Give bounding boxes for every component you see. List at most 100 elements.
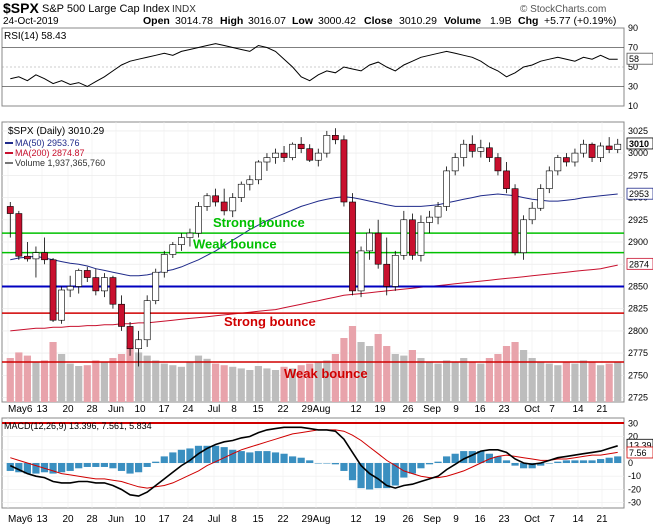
- macd-hist-bar: [537, 463, 545, 466]
- legend-entry: MA(200) 2874.87: [15, 148, 85, 158]
- volume-bar: [468, 362, 476, 402]
- volume-bar: [477, 363, 485, 402]
- macd-hist-bar: [357, 463, 365, 489]
- macd-hist-bar: [562, 460, 570, 463]
- volume-bar: [6, 358, 14, 402]
- macd-tick-label: 0: [628, 458, 633, 468]
- macd-hist-bar: [579, 460, 588, 463]
- candle-body: [195, 206, 202, 234]
- volume-bar: [545, 363, 553, 402]
- low-value: 3000.42: [318, 15, 356, 27]
- candle-body: [503, 170, 510, 189]
- macd-hist-bar: [109, 463, 117, 469]
- price-tag-label: 2953: [629, 189, 649, 199]
- candle-body: [366, 232, 373, 252]
- macd-hist-bar: [314, 463, 322, 464]
- chg-label: Chg: [518, 15, 538, 27]
- candle-body: [357, 250, 365, 292]
- macd-hist-bar: [203, 445, 211, 463]
- macd-hist-bar: [177, 449, 185, 463]
- volume-bar: [562, 362, 570, 402]
- candle-body: [203, 195, 211, 207]
- macd-hist-bar: [152, 461, 160, 463]
- price-x-label: 15: [252, 404, 264, 415]
- volume-bar: [331, 354, 339, 402]
- volume-bar: [494, 354, 502, 402]
- candle-body: [614, 143, 622, 150]
- candle-body: [263, 157, 271, 163]
- candle-body: [528, 207, 536, 221]
- volume-bar: [135, 352, 143, 402]
- price-tick-label: 2725: [628, 393, 648, 403]
- volume-bar: [177, 366, 185, 402]
- price-tag-box: [626, 257, 653, 270]
- rsi-frame: [1, 27, 625, 107]
- level-label: Strong bounce: [213, 215, 305, 230]
- macd-x-label: 9: [453, 514, 459, 525]
- price-tick-label: 2775: [628, 348, 648, 358]
- price-x-label: 7: [549, 404, 555, 415]
- macd-hist-bar: [408, 463, 416, 474]
- macd-hist-bar: [117, 463, 126, 471]
- rsi-tick-label: 30: [628, 82, 638, 92]
- volume-bar: [417, 358, 425, 402]
- macd-hist-bar: [323, 463, 331, 464]
- candle-body: [237, 183, 245, 198]
- macd-x-label: 21: [596, 514, 608, 525]
- macd-hist-bar: [143, 463, 151, 467]
- candle-body: [101, 277, 108, 292]
- macd-hist-bar: [425, 463, 434, 465]
- volume-bar: [425, 362, 434, 402]
- volume-bar: [100, 362, 108, 402]
- volume-bar: [451, 362, 459, 402]
- macd-hist-bar: [502, 460, 511, 463]
- price-tag-box: [626, 137, 653, 150]
- volume-bar: [229, 366, 237, 402]
- macd-hist-bar: [511, 463, 519, 466]
- macd-value-tag-label: 7.56: [629, 448, 647, 458]
- close-label: Close: [364, 15, 393, 27]
- price-x-label: 21: [596, 404, 608, 415]
- volume-bar: [374, 334, 382, 402]
- macd-x-label: 13: [36, 514, 48, 525]
- candle-body: [6, 206, 14, 214]
- candle-body: [255, 161, 262, 181]
- rsi-tick-label: 70: [628, 43, 638, 53]
- price-tick-label: 2900: [628, 237, 648, 247]
- macd-hist-bar: [271, 452, 280, 463]
- candle-body: [332, 135, 339, 141]
- candle-body: [169, 244, 177, 255]
- price-x-label: 14: [572, 404, 584, 415]
- macd-hist-bar: [340, 463, 348, 471]
- macd-x-label: 14: [572, 514, 584, 525]
- ma200-line: [10, 264, 618, 332]
- macd-hist-bar: [135, 463, 143, 473]
- candle-body: [451, 157, 459, 172]
- volume-bar: [511, 342, 519, 402]
- volume-bar: [75, 366, 83, 402]
- candle-body: [554, 157, 562, 172]
- volume-bar: [289, 368, 297, 402]
- price-x-label: Sep: [423, 404, 441, 415]
- candle-body: [280, 152, 288, 158]
- volume-bar: [169, 365, 177, 402]
- volume-bar: [194, 355, 203, 402]
- volume-bar: [357, 342, 365, 402]
- macd-hist-bar: [400, 463, 408, 478]
- price-x-label: 22: [277, 404, 289, 415]
- volume-bar: [212, 363, 220, 402]
- candle-body: [306, 148, 314, 161]
- macd-tick-label: 20: [628, 432, 638, 442]
- candle-body: [545, 170, 553, 189]
- macd-x-label: 15: [252, 514, 264, 525]
- macd-hist-bar: [126, 463, 134, 474]
- candle-body: [212, 195, 219, 203]
- macd-hist-bar: [186, 448, 194, 463]
- volume-bar: [280, 366, 288, 402]
- rsi-panel: 90 70 50 30 10 RSI(14) 58.43 58: [1, 23, 653, 111]
- price-x-label: 23: [498, 404, 510, 415]
- candle-body: [597, 145, 604, 158]
- volume-bar: [520, 350, 528, 402]
- macd-hist-bar: [597, 459, 605, 463]
- macd-hist-bar: [545, 463, 553, 464]
